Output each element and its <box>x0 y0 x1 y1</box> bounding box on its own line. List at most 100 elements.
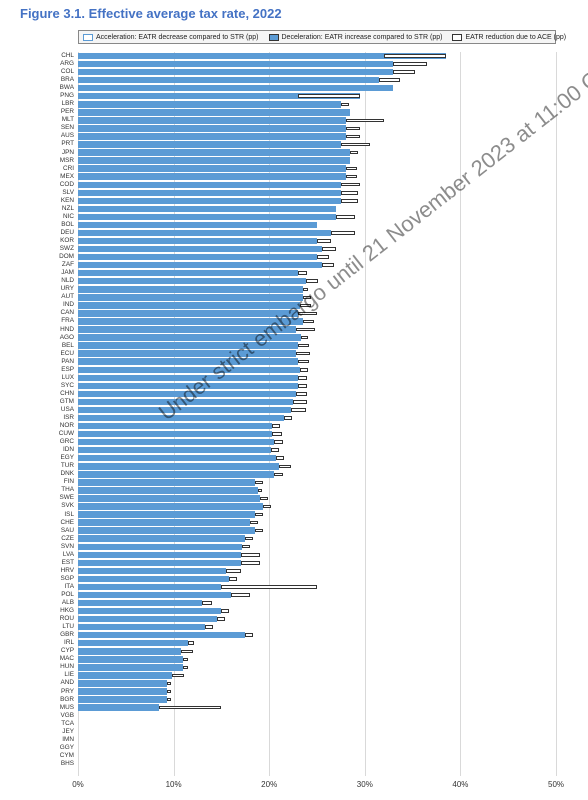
bar-solid <box>78 423 272 429</box>
page: Figure 3.1. Effective average tax rate, … <box>0 0 588 800</box>
bar-solid <box>78 77 379 83</box>
bar-solid <box>78 383 298 389</box>
bar-solid <box>78 190 341 196</box>
bar-solid <box>78 310 298 316</box>
bar-row: ALB <box>78 599 556 607</box>
bar-row: USA <box>78 406 556 414</box>
bar-outline <box>301 336 309 340</box>
bar-outline <box>346 175 357 179</box>
y-axis-country-label: SAU <box>61 527 74 535</box>
bar-outline <box>231 593 250 597</box>
bar-outline <box>341 191 358 195</box>
y-axis-country-label: HND <box>60 326 74 334</box>
y-axis-country-label: BGR <box>60 696 74 704</box>
y-axis-country-label: HKG <box>60 607 74 615</box>
bar-row: BWA <box>78 84 556 92</box>
bar-solid <box>78 342 298 348</box>
y-axis-country-label: VGB <box>61 712 75 720</box>
bar-row: GTM <box>78 398 556 406</box>
bar-solid <box>78 399 293 405</box>
bar-solid <box>78 624 205 630</box>
bar-outline <box>255 481 263 485</box>
bar-outline <box>300 304 311 308</box>
bar-row: SYC <box>78 382 556 390</box>
bar-solid <box>78 584 221 590</box>
bar-solid <box>78 656 183 662</box>
y-axis-country-label: AND <box>61 679 75 687</box>
bar-outline <box>241 553 260 557</box>
bar-row: JPN <box>78 149 556 157</box>
y-axis-country-label: MEX <box>60 173 74 181</box>
bar-solid <box>78 350 296 356</box>
bar-row: CZE <box>78 535 556 543</box>
bar-outline <box>341 199 358 203</box>
bar-row: IDN <box>78 446 556 454</box>
bar-outline <box>298 384 308 388</box>
y-axis-country-label: LUX <box>62 374 74 382</box>
y-axis-country-label: IDN <box>63 446 74 454</box>
bar-outline <box>291 408 305 412</box>
bar-outline <box>172 674 184 678</box>
y-axis-country-label: DOM <box>59 253 74 261</box>
bar-solid <box>78 688 167 694</box>
bar-solid <box>78 471 274 477</box>
y-axis-country-label: IMN <box>62 736 74 744</box>
bar-outline <box>245 633 253 637</box>
y-axis-country-label: ESP <box>61 366 74 374</box>
bar-outline <box>293 400 307 404</box>
bar-row: ISR <box>78 414 556 422</box>
y-axis-country-label: ECU <box>61 350 75 358</box>
x-axis-tick-label: 10% <box>166 780 182 789</box>
bar-outline <box>181 650 192 654</box>
bar-outline <box>346 127 360 131</box>
bar-outline <box>317 239 331 243</box>
bar-solid <box>78 696 167 702</box>
bar-solid <box>78 198 341 204</box>
bar-solid <box>78 262 322 268</box>
bar-row: SWZ <box>78 245 556 253</box>
y-axis-country-label: SYC <box>61 382 74 390</box>
legend-item: Acceleration: EATR decrease compared to … <box>83 34 259 41</box>
bar-solid <box>78 447 271 453</box>
bar-row: MUS <box>78 704 556 712</box>
y-axis-country-label: DEU <box>61 229 75 237</box>
bar-row: CHL <box>78 52 556 60</box>
bar-outline <box>183 666 188 670</box>
y-axis-country-label: COL <box>61 68 74 76</box>
y-axis-country-label: CYP <box>61 647 74 655</box>
y-axis-country-label: HRV <box>61 567 74 575</box>
bar-row: GRC <box>78 438 556 446</box>
bar-row: GGY <box>78 744 556 752</box>
bar-outline <box>346 119 384 123</box>
y-axis-country-label: SVK <box>61 502 74 510</box>
bar-outline <box>258 489 263 493</box>
bar-solid <box>78 238 317 244</box>
bar-row: TCA <box>78 720 556 728</box>
bar-solid <box>78 278 306 284</box>
bar-outline <box>221 609 229 613</box>
bar-row: ROU <box>78 615 556 623</box>
bar-outline <box>298 94 360 98</box>
legend-swatch-icon <box>269 34 279 41</box>
y-axis-country-label: BRA <box>61 76 74 84</box>
y-axis-country-label: SEN <box>61 124 74 132</box>
bar-row: FRA <box>78 317 556 325</box>
bar-row: PER <box>78 108 556 116</box>
bar-solid <box>78 648 181 654</box>
bar-row: FIN <box>78 478 556 486</box>
bar-row: HRV <box>78 567 556 575</box>
bar-row: ISL <box>78 511 556 519</box>
bar-solid <box>78 334 301 340</box>
y-axis-country-label: JAM <box>61 269 74 277</box>
plot-area: 0%10%20%30%40%50%CHLARGCOLBRABWAPNGLBRPE… <box>78 52 556 776</box>
bar-row: JAM <box>78 269 556 277</box>
y-axis-country-label: GTM <box>60 398 74 406</box>
bar-row: BRA <box>78 76 556 84</box>
bar-solid <box>78 206 336 212</box>
bar-solid <box>78 503 263 509</box>
bar-outline <box>274 440 283 444</box>
bar-solid <box>78 182 341 188</box>
bar-solid <box>78 415 284 421</box>
bar-outline <box>346 135 360 139</box>
bar-outline <box>341 183 360 187</box>
